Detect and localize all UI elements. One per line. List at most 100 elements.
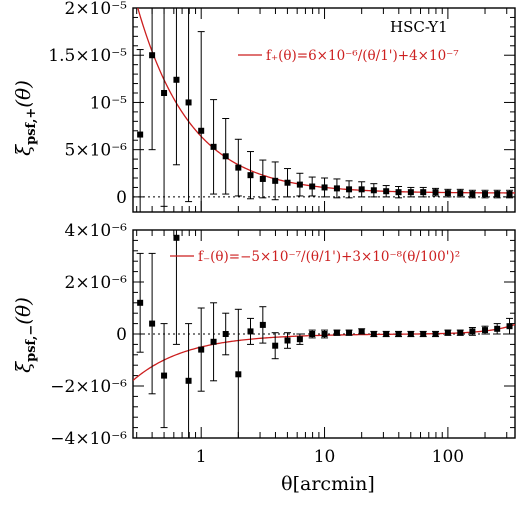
top-marker (346, 186, 353, 193)
top-data-point (259, 159, 267, 199)
bottom-model-label: f₋(θ)=−5×10⁻⁷/(θ/1')+3×10⁻⁸(θ/100')² (198, 249, 460, 265)
bottom-marker (358, 328, 365, 335)
bottom-ylabel-tail: (θ) (11, 297, 35, 325)
top-marker (173, 76, 180, 83)
top-marker (321, 184, 328, 191)
bottom-marker (444, 329, 451, 336)
top-ylabel-sub: psf,+ (24, 108, 39, 145)
bottom-data-point (185, 323, 193, 438)
top-model-label: f₊(θ)=6×10⁻⁶/(θ/1')+4×10⁻⁷ (266, 48, 459, 64)
top-marker (235, 164, 242, 171)
top-marker (222, 153, 229, 160)
bottom-marker (494, 325, 501, 332)
top-marker (185, 99, 192, 106)
bottom-data-point (333, 329, 341, 336)
bottom-ytick-label: −4×10⁻⁶ (50, 429, 127, 449)
bottom-data-point (395, 330, 403, 338)
top-marker (259, 175, 266, 182)
top-marker (296, 181, 303, 188)
top-plot-frame (132, 7, 516, 213)
bottom-marker (506, 323, 513, 330)
survey-label: HSC-Y1 (390, 18, 448, 36)
bottom-marker (272, 342, 279, 349)
bottom-data-point (259, 306, 267, 344)
top-data-point (148, 8, 156, 151)
bottom-data-point (234, 308, 242, 438)
top-data-point (358, 181, 366, 198)
top-marker (333, 185, 340, 192)
top-marker (469, 191, 476, 198)
xtick-label: 10 (314, 447, 336, 467)
top-marker (383, 188, 390, 195)
top-data-point (506, 189, 514, 199)
top-data-point (160, 8, 168, 207)
bottom-marker (161, 372, 168, 379)
bottom-data-point (481, 325, 489, 335)
bottom-ylabel-main: ξ (11, 361, 35, 373)
top-data-point (234, 138, 242, 197)
top-data-point (284, 168, 292, 198)
bottom-data-point (321, 329, 329, 339)
bottom-marker (247, 328, 254, 335)
bottom-data-point (296, 333, 304, 345)
bottom-data-point (493, 323, 501, 335)
top-marker (149, 52, 156, 59)
top-data-point (345, 180, 353, 199)
top-ytick-label: 0 (116, 188, 127, 208)
bottom-data-point (407, 330, 415, 338)
top-data-point (481, 189, 489, 199)
top-data-point (370, 183, 378, 198)
xtick-label: 1 (196, 447, 207, 467)
top-data-point (407, 186, 415, 198)
bottom-marker (482, 327, 489, 334)
top-data-point (246, 151, 254, 200)
bottom-data-point (506, 317, 514, 335)
top-marker (137, 131, 144, 138)
top-marker (198, 127, 205, 134)
bottom-marker (321, 331, 328, 337)
bottom-data-point (370, 330, 378, 338)
top-data-point (395, 186, 403, 199)
top-ytick-label: 1.5×10⁻⁵ (48, 46, 127, 66)
bottom-marker (198, 346, 205, 353)
top-data-point (493, 189, 501, 199)
top-data-point (172, 8, 180, 166)
bottom-data-point (136, 252, 144, 353)
top-marker (247, 172, 254, 179)
top-marker (432, 189, 439, 196)
bottom-data-point (148, 252, 156, 395)
bottom-marker (333, 329, 340, 336)
xlabel: θ[arcmin] (281, 473, 375, 495)
top-marker (309, 183, 316, 190)
bottom-data-point (160, 323, 168, 429)
bottom-marker (432, 331, 439, 337)
bottom-marker (457, 329, 464, 336)
bottom-data-point (284, 332, 292, 349)
bottom-marker (420, 331, 427, 337)
bottom-ylabel: ξpsf,−(θ) (11, 297, 39, 373)
top-data-point (321, 177, 329, 198)
top-data-point (296, 172, 304, 197)
top-marker (161, 90, 168, 96)
top-ytick-label: 5×10⁻⁶ (65, 141, 128, 161)
bottom-marker (173, 234, 180, 241)
bottom-data-point (197, 307, 205, 392)
bottom-marker (284, 337, 291, 344)
bottom-marker (370, 331, 377, 337)
bottom-data-point (432, 330, 440, 338)
top-data-point (456, 188, 464, 198)
bottom-data-point (271, 332, 279, 360)
top-marker (284, 179, 291, 186)
bottom-marker (309, 331, 316, 337)
top-ytick-label: 10⁻⁵ (90, 93, 128, 113)
bottom-marker (296, 336, 303, 343)
top-data-point (222, 118, 230, 195)
bottom-marker (469, 328, 476, 335)
top-data-point (468, 189, 476, 199)
top-data-point (136, 49, 144, 212)
top-data-point (210, 99, 218, 195)
top-marker (272, 177, 279, 184)
bottom-data-point (468, 327, 476, 336)
top-data-point (444, 188, 452, 198)
